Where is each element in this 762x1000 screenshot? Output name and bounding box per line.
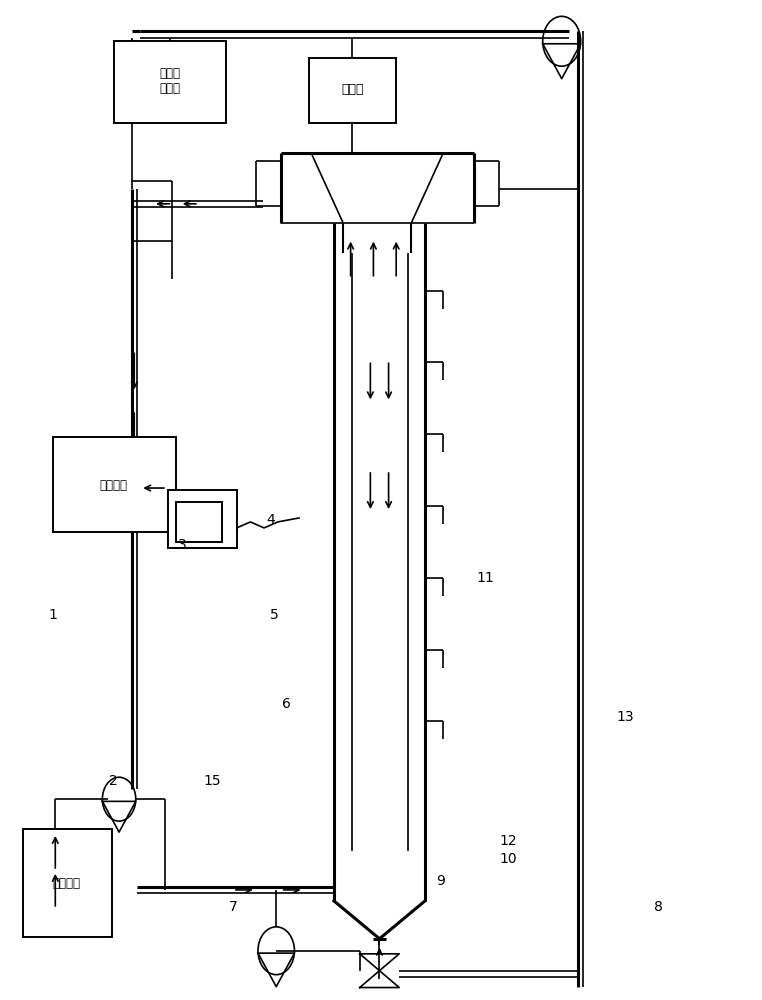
Text: 9: 9	[436, 874, 445, 888]
Bar	[53, 437, 176, 532]
Text: 进水水箱: 进水水箱	[52, 877, 80, 890]
Bar	[168, 490, 237, 548]
Bar	[309, 58, 396, 123]
Text: 冷凝器: 冷凝器	[341, 83, 363, 96]
Bar	[23, 829, 112, 937]
Text: 12: 12	[500, 834, 517, 848]
Text: 7: 7	[229, 900, 237, 914]
Bar	[114, 41, 226, 123]
Text: 10: 10	[500, 852, 517, 866]
Text: 8: 8	[654, 900, 662, 914]
Text: 3: 3	[178, 538, 187, 552]
Text: 1: 1	[49, 608, 57, 622]
Text: 2: 2	[110, 774, 118, 788]
Text: 5: 5	[271, 608, 279, 622]
Bar	[176, 502, 222, 542]
Text: 13: 13	[616, 710, 634, 724]
Text: 4: 4	[267, 513, 275, 527]
Text: 尾气吸
收设备: 尾气吸 收设备	[159, 67, 181, 95]
Text: 出水水箱: 出水水箱	[100, 479, 128, 492]
Text: 15: 15	[203, 774, 221, 788]
Text: 6: 6	[282, 697, 290, 711]
Text: 11: 11	[477, 571, 495, 585]
